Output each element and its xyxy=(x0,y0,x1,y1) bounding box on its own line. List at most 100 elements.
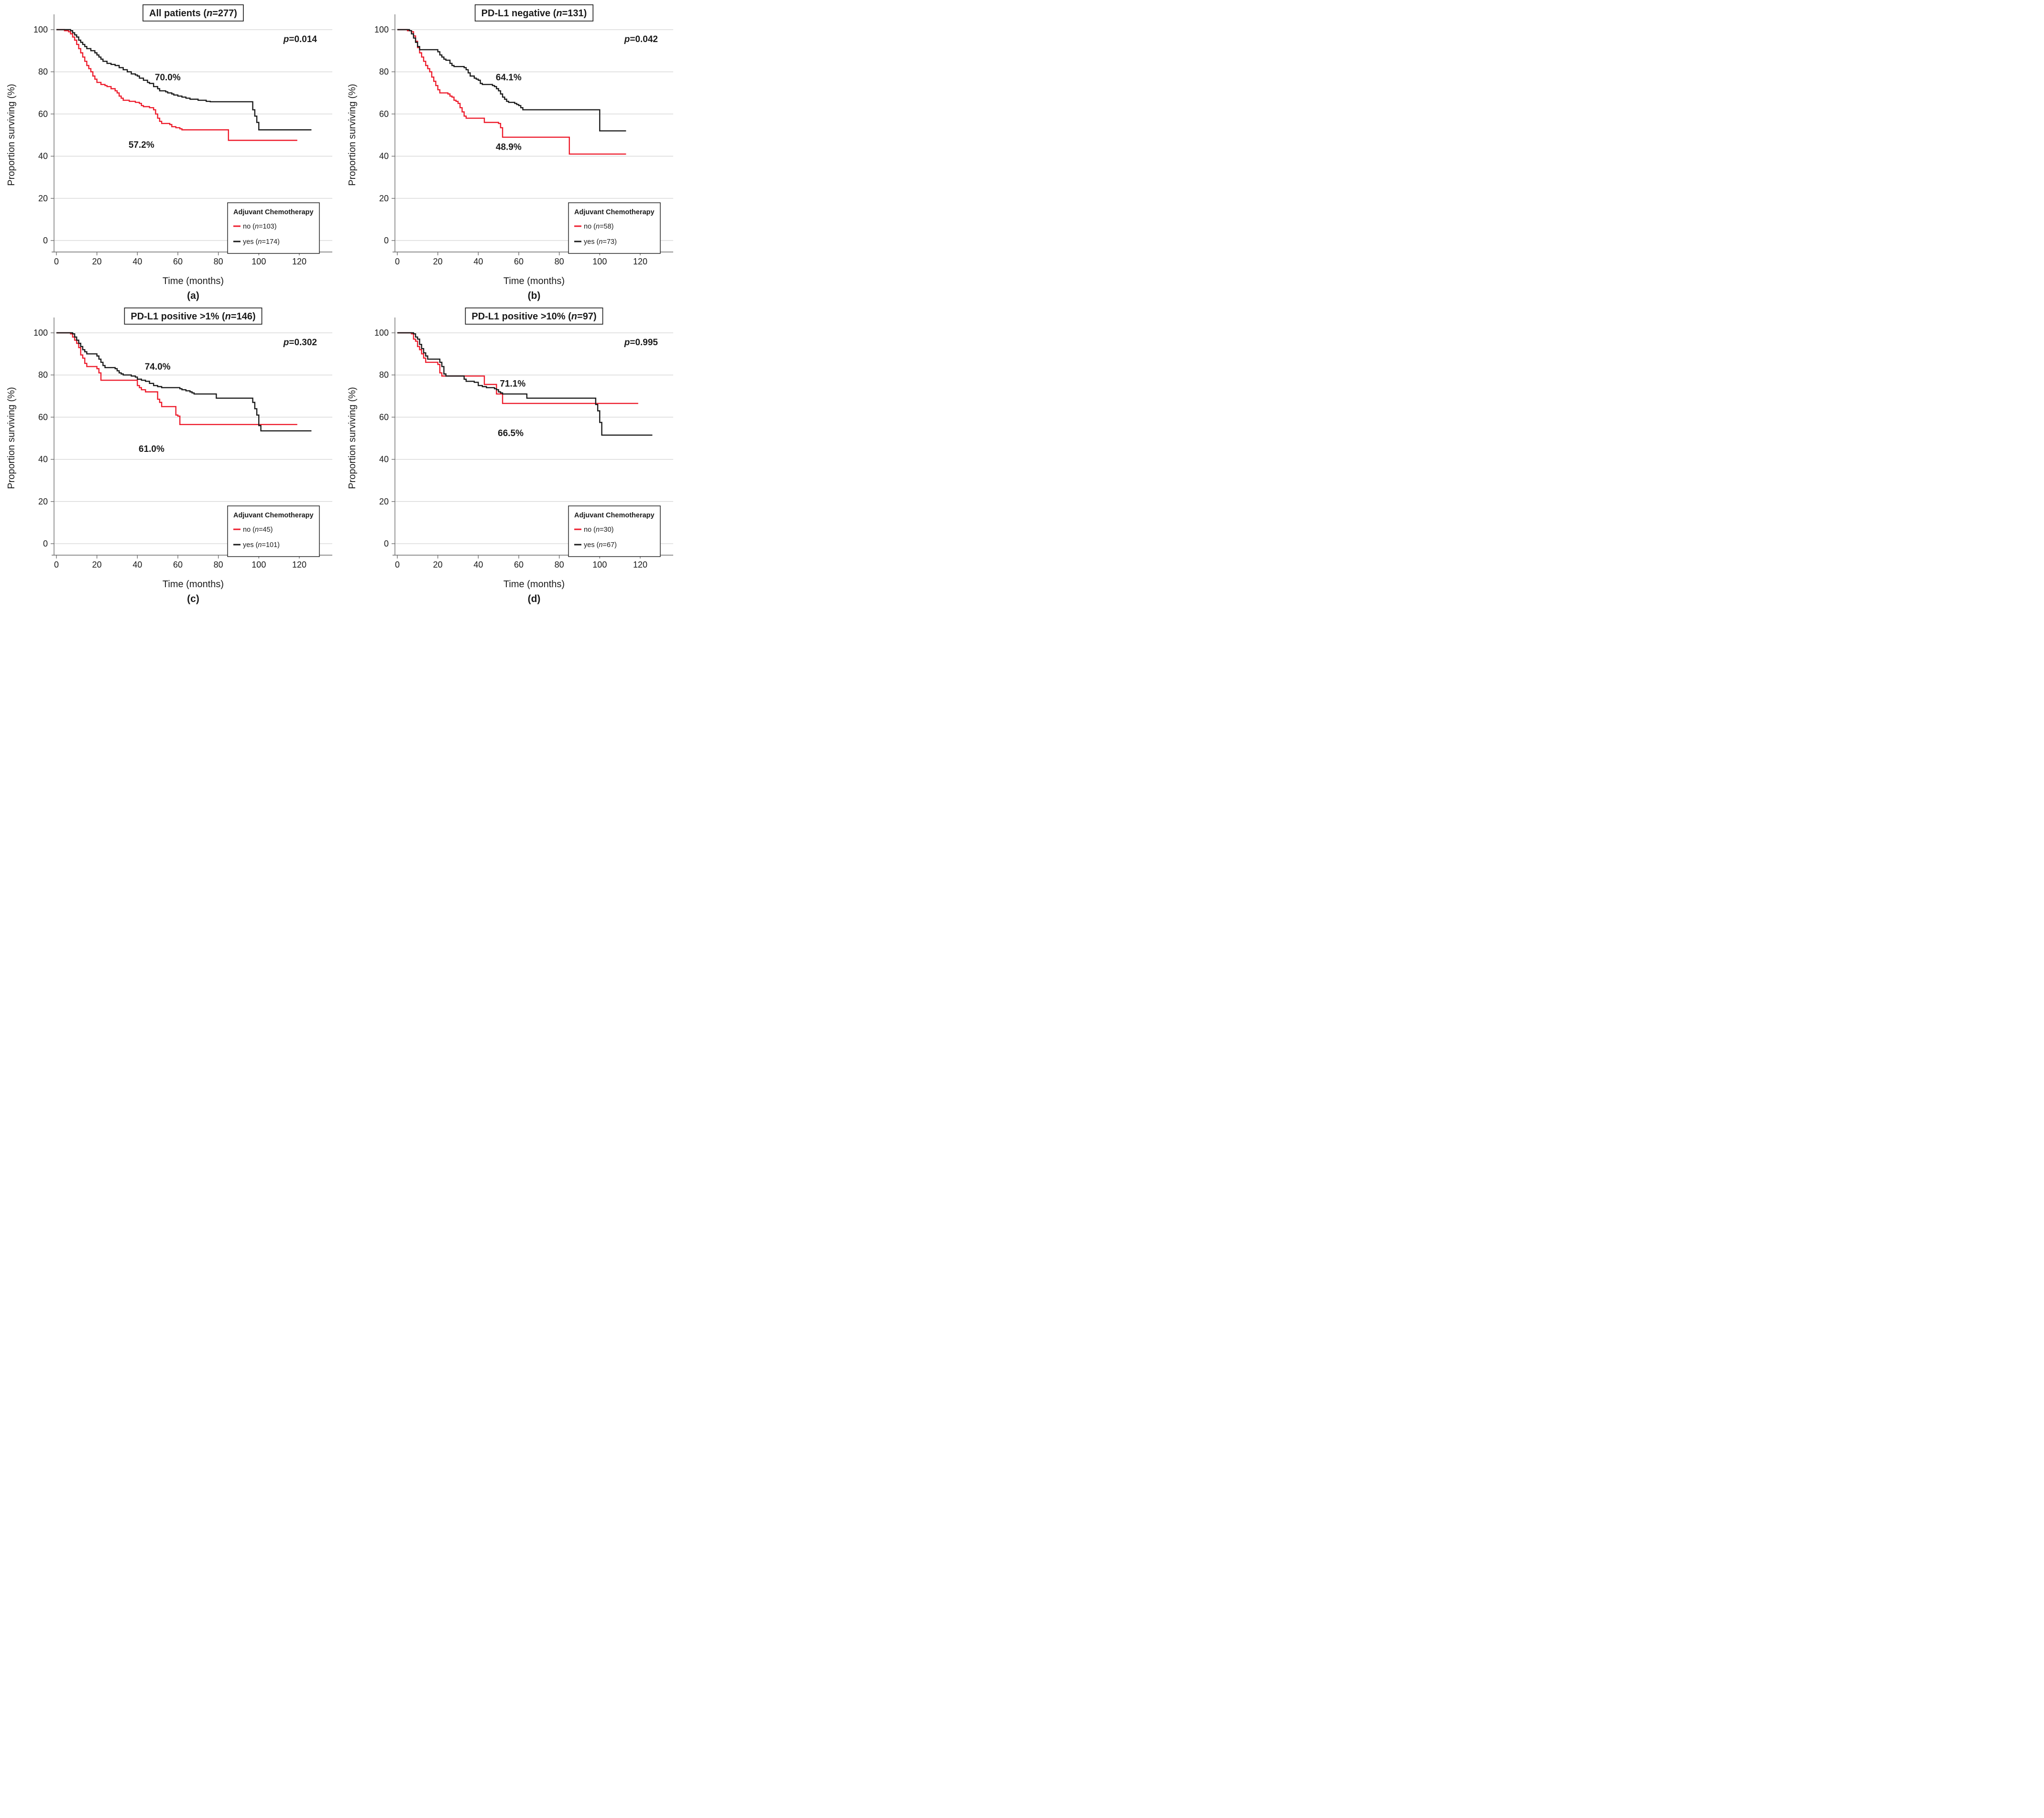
legend-title: Adjuvant Chemotherapy xyxy=(574,512,655,519)
x-tick-label: 0 xyxy=(395,560,400,569)
y-axis-title: Proportion surviving (%) xyxy=(347,84,358,186)
x-tick-label: 0 xyxy=(54,257,59,266)
annotation-label: 66.5% xyxy=(498,428,524,438)
y-tick-label: 20 xyxy=(379,194,389,203)
x-tick-label: 40 xyxy=(132,560,142,569)
annotation-label: 71.1% xyxy=(500,379,525,389)
legend-item-no: no (n=30) xyxy=(584,526,614,534)
p-value-label: p=0.302 xyxy=(283,338,317,348)
panel-letter: (c) xyxy=(187,593,199,604)
x-tick-label: 40 xyxy=(473,560,483,569)
survival-curve-yes xyxy=(56,29,312,131)
survival-curve-no xyxy=(56,29,297,141)
panel-c: 0 20 40 60 80 100 120 0 20 40 60 80 100 74.0% 61.0% p=0… xyxy=(0,303,341,606)
panel-a: 0 20 40 60 80 100 120 0 20 40 60 80 100 70.0% 57.2% p=0… xyxy=(0,0,341,303)
x-axis-title: Time (months) xyxy=(163,276,224,286)
y-tick-label: 20 xyxy=(38,194,48,203)
legend-title: Adjuvant Chemotherapy xyxy=(233,512,314,519)
x-tick-label: 80 xyxy=(555,560,564,569)
legend-item-yes: yes (n=101) xyxy=(243,541,280,549)
legend-title: Adjuvant Chemotherapy xyxy=(574,208,655,216)
y-tick-label: 40 xyxy=(379,152,389,161)
km-survival-figure: 0 20 40 60 80 100 120 0 20 40 60 80 100 70.0% 57.2% p=0… xyxy=(0,0,682,606)
km-plot-d: 0 20 40 60 80 100 120 0 20 40 60 80 100 71.1% 66.5% p=0… xyxy=(347,307,673,604)
y-tick-label: 0 xyxy=(384,236,389,245)
y-tick-label: 20 xyxy=(38,497,48,506)
y-tick-label: 80 xyxy=(379,67,389,77)
x-tick-label: 20 xyxy=(92,257,102,266)
x-tick-label: 100 xyxy=(592,257,607,266)
x-tick-label: 60 xyxy=(173,560,183,569)
y-axis-title: Proportion surviving (%) xyxy=(6,387,17,489)
panel-letter: (a) xyxy=(187,290,199,301)
x-tick-label: 0 xyxy=(54,560,59,569)
km-plot-b: 0 20 40 60 80 100 120 0 20 40 60 80 100 64.1% 48.9% p=0… xyxy=(347,4,673,301)
x-tick-label: 100 xyxy=(592,560,607,569)
x-tick-label: 60 xyxy=(514,257,524,266)
y-tick-label: 40 xyxy=(379,455,389,464)
survival-curve-no xyxy=(56,332,297,425)
legend-item-no: no (n=45) xyxy=(243,526,273,534)
legend-item-no: no (n=103) xyxy=(243,223,277,230)
y-tick-label: 60 xyxy=(379,412,389,422)
km-plot-c: 0 20 40 60 80 100 120 0 20 40 60 80 100 74.0% 61.0% p=0… xyxy=(6,307,332,604)
y-tick-label: 60 xyxy=(38,412,48,422)
y-tick-label: 100 xyxy=(33,328,48,338)
x-axis-title: Time (months) xyxy=(503,276,565,286)
x-tick-label: 20 xyxy=(433,257,443,266)
y-tick-label: 40 xyxy=(38,152,48,161)
panel-title-box xyxy=(465,307,603,325)
x-tick-label: 40 xyxy=(473,257,483,266)
x-tick-label: 120 xyxy=(633,257,647,266)
legend-box xyxy=(568,202,661,254)
panel-title: PD-L1 negative (n=131) xyxy=(481,8,587,19)
annotation-label: 61.0% xyxy=(139,444,164,454)
panel-title: All patients (n=277) xyxy=(149,8,237,19)
x-tick-label: 120 xyxy=(292,560,306,569)
y-axis-title: Proportion surviving (%) xyxy=(6,84,17,186)
survival-curve-yes xyxy=(56,332,312,432)
x-tick-label: 40 xyxy=(132,257,142,266)
p-value-label: p=0.042 xyxy=(624,34,658,44)
x-tick-label: 100 xyxy=(251,257,266,266)
x-tick-label: 80 xyxy=(214,560,223,569)
survival-curve-no xyxy=(397,29,626,155)
survival-curve-yes xyxy=(397,29,626,131)
x-tick-label: 80 xyxy=(555,257,564,266)
legend-item-yes: yes (n=73) xyxy=(584,238,617,246)
x-axis-title: Time (months) xyxy=(163,579,224,590)
legend-box xyxy=(227,202,320,254)
x-tick-label: 120 xyxy=(633,560,647,569)
y-tick-label: 0 xyxy=(43,539,48,548)
legend-item-no: no (n=58) xyxy=(584,223,614,230)
legend-box xyxy=(227,505,320,557)
panel-letter: (b) xyxy=(528,290,541,301)
panel-b: 0 20 40 60 80 100 120 0 20 40 60 80 100 64.1% 48.9% p=0… xyxy=(341,0,682,303)
x-tick-label: 60 xyxy=(173,257,183,266)
x-tick-label: 20 xyxy=(433,560,443,569)
y-tick-label: 80 xyxy=(38,67,48,77)
y-tick-label: 80 xyxy=(379,370,389,380)
y-tick-label: 0 xyxy=(43,236,48,245)
y-tick-label: 100 xyxy=(374,25,389,34)
y-axis-title: Proportion surviving (%) xyxy=(347,387,358,489)
panel-title: PD-L1 positive >10% (n=97) xyxy=(471,311,596,322)
panel-title: PD-L1 positive >1% (n=146) xyxy=(131,311,255,322)
x-tick-label: 60 xyxy=(514,560,524,569)
legend-item-yes: yes (n=174) xyxy=(243,238,280,246)
x-tick-label: 20 xyxy=(92,560,102,569)
annotation-label: 74.0% xyxy=(145,362,171,372)
y-tick-label: 60 xyxy=(38,109,48,119)
y-tick-label: 0 xyxy=(384,539,389,548)
y-tick-label: 80 xyxy=(38,370,48,380)
y-tick-label: 20 xyxy=(379,497,389,506)
x-tick-label: 0 xyxy=(395,257,400,266)
survival-curve-yes xyxy=(397,332,653,436)
x-tick-label: 80 xyxy=(214,257,223,266)
panel-title-box xyxy=(474,4,594,22)
x-tick-label: 100 xyxy=(251,560,266,569)
panel-title-box xyxy=(124,307,262,325)
panel-d: 0 20 40 60 80 100 120 0 20 40 60 80 100 71.1% 66.5% p=0… xyxy=(341,303,682,606)
legend-item-yes: yes (n=67) xyxy=(584,541,617,549)
km-plot-a: 0 20 40 60 80 100 120 0 20 40 60 80 100 70.0% 57.2% p=0… xyxy=(6,4,332,301)
